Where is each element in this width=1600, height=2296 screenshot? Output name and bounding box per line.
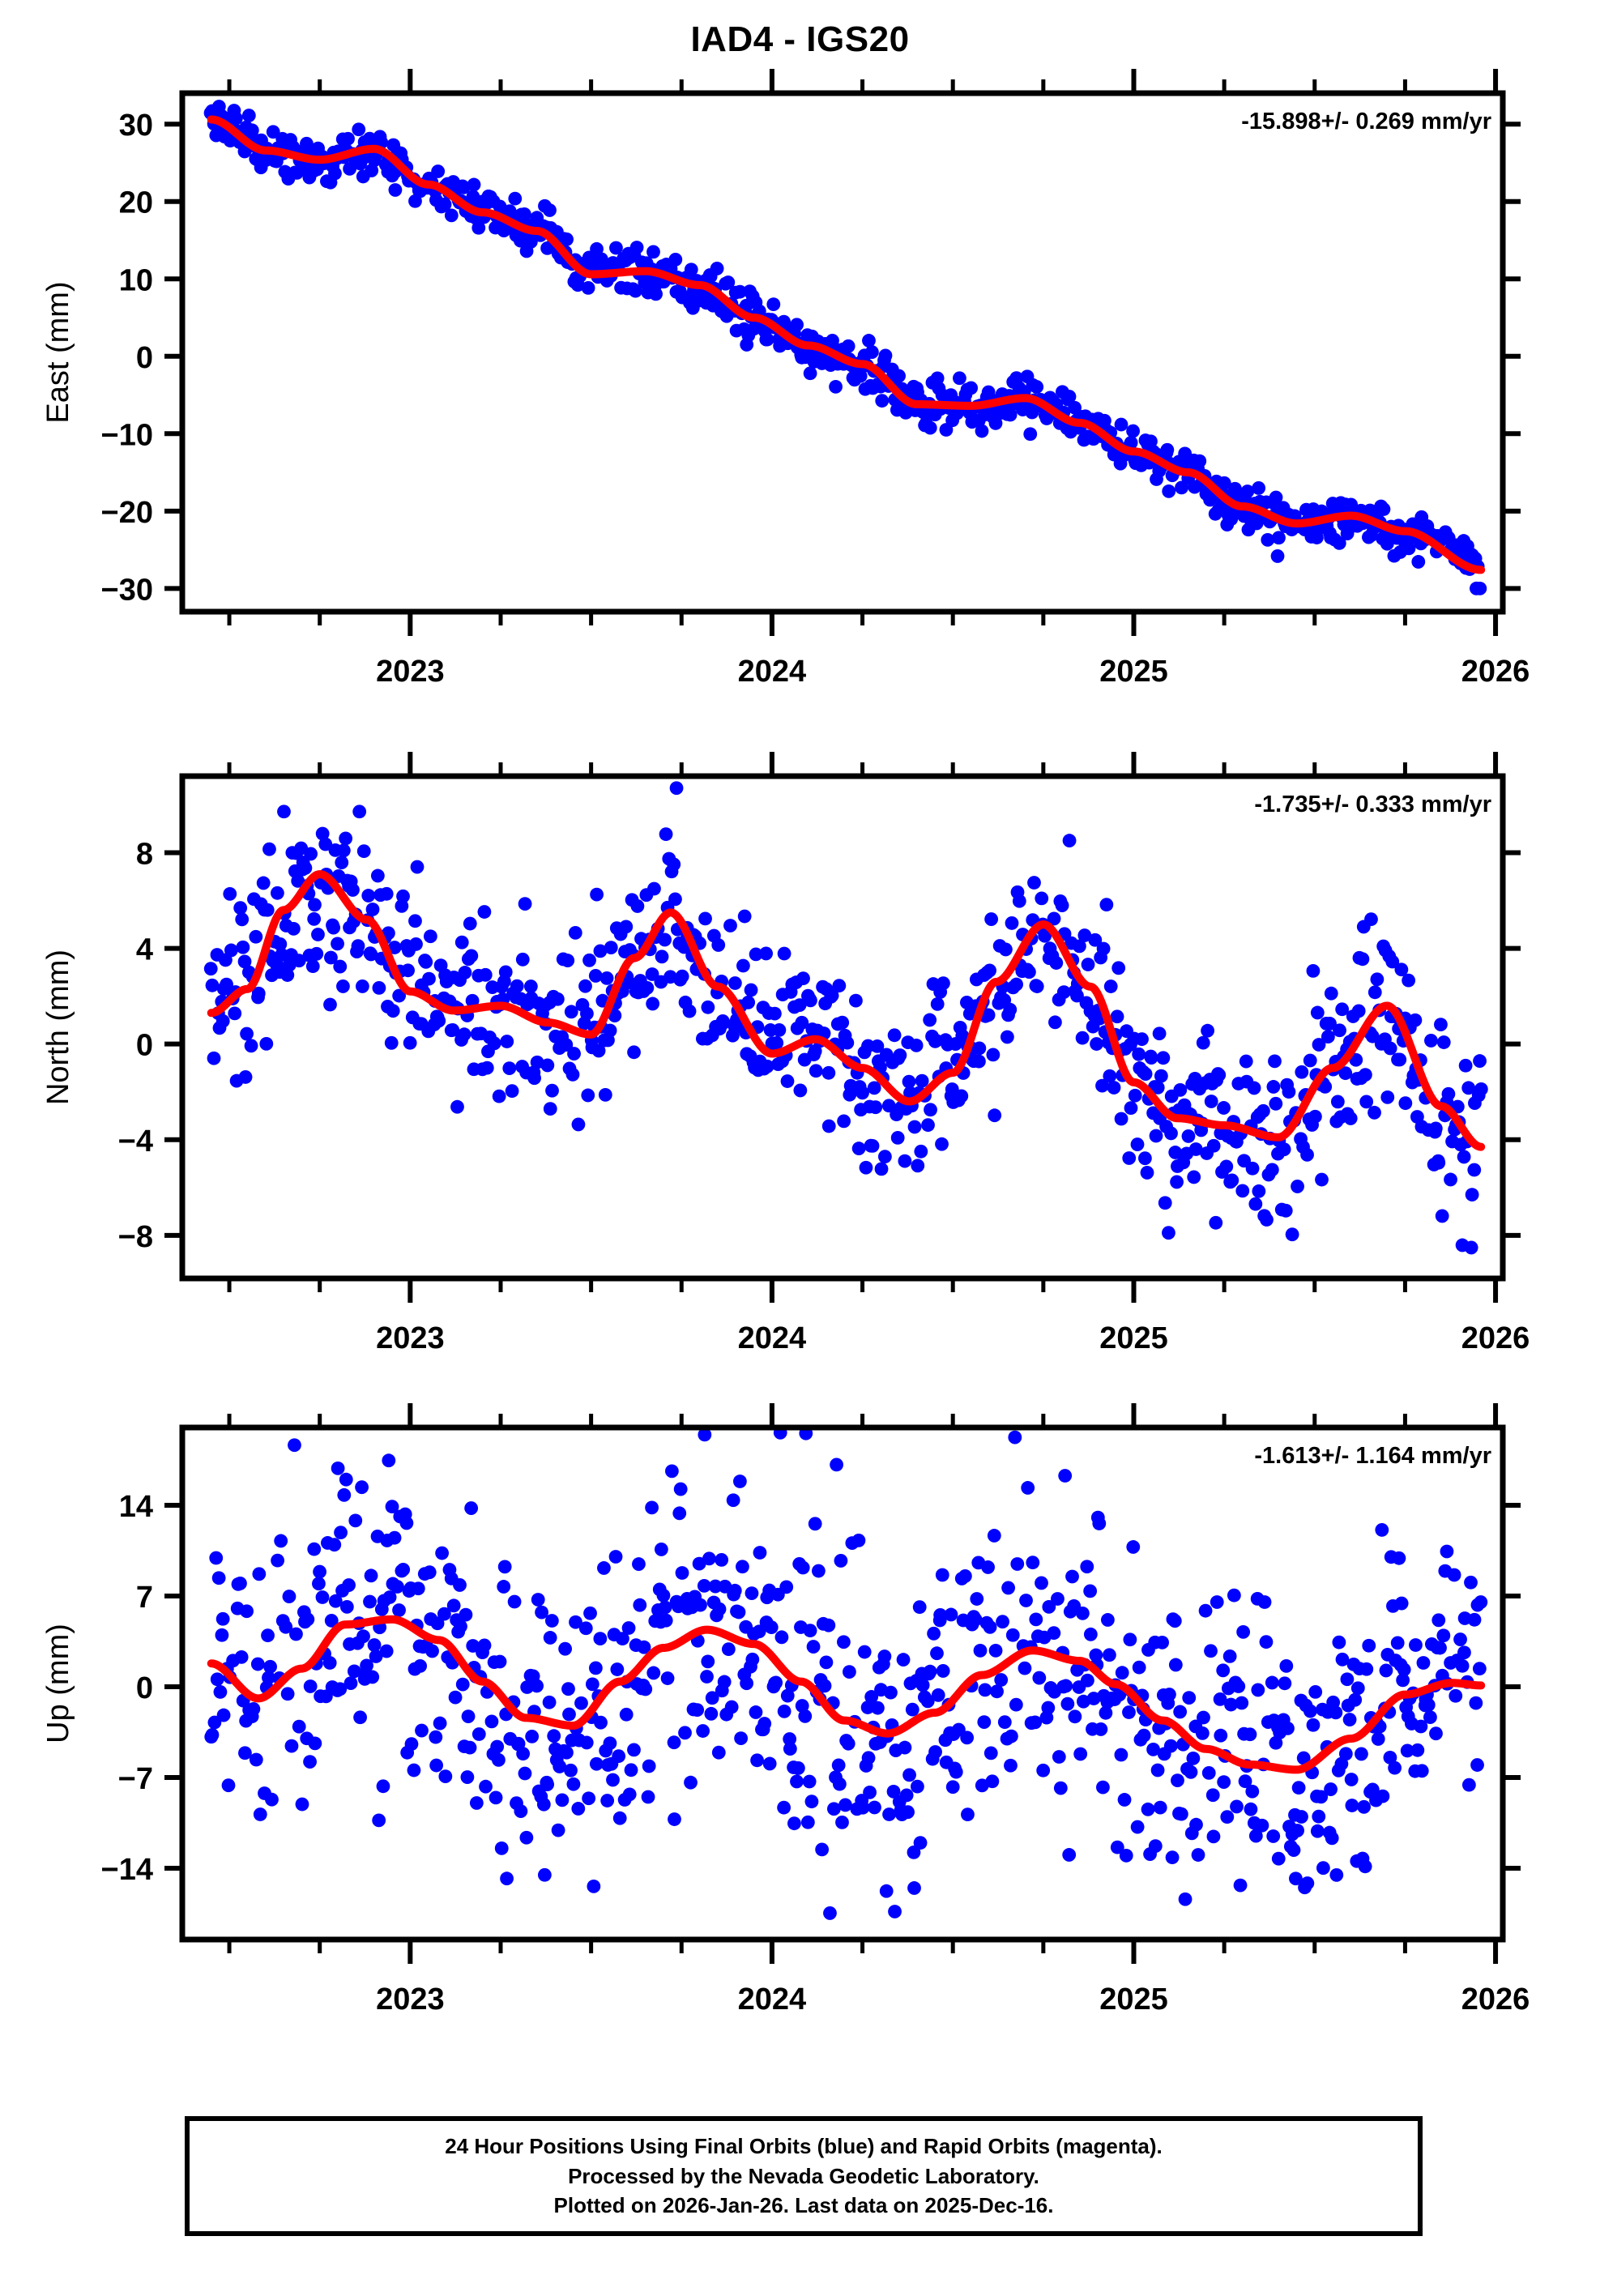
y-axis-title-up: Up (mm) (41, 1624, 75, 1743)
y-axis-north: 8 4 0 −4 −8 (118, 837, 1521, 1254)
x-tick-label: 2024 (738, 1982, 807, 2012)
chart-panel-north: 8 4 0 −4 −8 2023 2024 2025 2026 North (mm) -1.735+… (41, 752, 1530, 1351)
footer-line-1: 24 Hour Positions Using Final Orbits (bl… (445, 2133, 1163, 2158)
y-tick-label: −20 (101, 496, 153, 530)
x-tick-label: 2024 (738, 655, 807, 685)
x-axis-north: 2023 2024 2025 2026 (227, 752, 1530, 1351)
x-tick-label: 2026 (1461, 1321, 1530, 1351)
x-tick-label: 2026 (1461, 1982, 1530, 2012)
rate-annotation-north: -1.735+/- 0.333 mm/yr (1254, 792, 1491, 817)
footer-line-2: Processed by the Nevada Geodetic Laborat… (568, 2163, 1039, 2188)
y-tick-label: 14 (119, 1490, 153, 1524)
data-points-up (204, 1428, 1488, 1920)
y-tick-label: 0 (136, 1671, 153, 1705)
x-tick-label: 2026 (1461, 655, 1530, 685)
y-tick-label: 0 (136, 341, 153, 375)
y-tick-label: 7 (136, 1581, 153, 1615)
x-tick-label: 2024 (738, 1321, 807, 1351)
x-tick-label: 2025 (1099, 1982, 1168, 2012)
y-axis-title-north: North (mm) (41, 950, 75, 1105)
plot-frame-east (179, 90, 1506, 615)
y-axis-title-east: East (mm) (41, 281, 75, 423)
y-tick-label: 10 (119, 263, 153, 297)
footer-caption-box: 24 Hour Positions Using Final Orbits (bl… (185, 2116, 1423, 2236)
chart-panel-up: 14 7 0 −7 −14 2023 2024 2025 2026 Up (mm) -1.613+/… (41, 1403, 1530, 2012)
y-tick-label: −8 (118, 1220, 153, 1254)
page-title: IAD4 - IGS20 (690, 19, 910, 59)
y-tick-label: −7 (118, 1762, 153, 1796)
rate-annotation-east: -15.898+/- 0.269 mm/yr (1241, 109, 1491, 134)
y-tick-label: 0 (136, 1029, 153, 1063)
chart-panel-east: 30 20 10 0 −10 −20 −30 2023 2024 2025 2026 East (mm… (41, 69, 1530, 685)
footer-line-3: Plotted on 2026-Jan-26. Last data on 202… (553, 2193, 1054, 2218)
x-axis-up: 2023 2024 2025 2026 (227, 1403, 1530, 2012)
y-axis-east: 30 20 10 0 −10 −20 −30 (101, 109, 1521, 607)
x-tick-label: 2023 (376, 1321, 445, 1351)
data-points-north (203, 781, 1488, 1255)
x-tick-label: 2025 (1099, 1321, 1168, 1351)
x-tick-label: 2023 (376, 655, 445, 685)
trend-line-up (207, 1615, 1486, 1774)
x-tick-label: 2023 (376, 1982, 445, 2012)
x-axis-east: 2023 2024 2025 2026 (227, 69, 1530, 685)
y-tick-label: 4 (136, 933, 153, 967)
rate-annotation-up: -1.613+/- 1.164 mm/yr (1254, 1443, 1491, 1469)
y-tick-label: −4 (118, 1125, 153, 1159)
y-tick-label: −10 (101, 418, 153, 452)
plot-frame-north (179, 773, 1506, 1282)
y-tick-label: 20 (119, 186, 153, 220)
y-tick-label: 30 (119, 109, 153, 143)
y-axis-up: 14 7 0 −7 −14 (101, 1490, 1521, 1887)
y-tick-label: −14 (101, 1853, 153, 1887)
trend-line-north (207, 870, 1486, 1151)
y-tick-label: 8 (136, 837, 153, 871)
plot-frame-up (179, 1424, 1506, 1943)
y-tick-label: −30 (101, 573, 153, 607)
trend-line-east (207, 115, 1486, 574)
x-tick-label: 2025 (1099, 655, 1168, 685)
